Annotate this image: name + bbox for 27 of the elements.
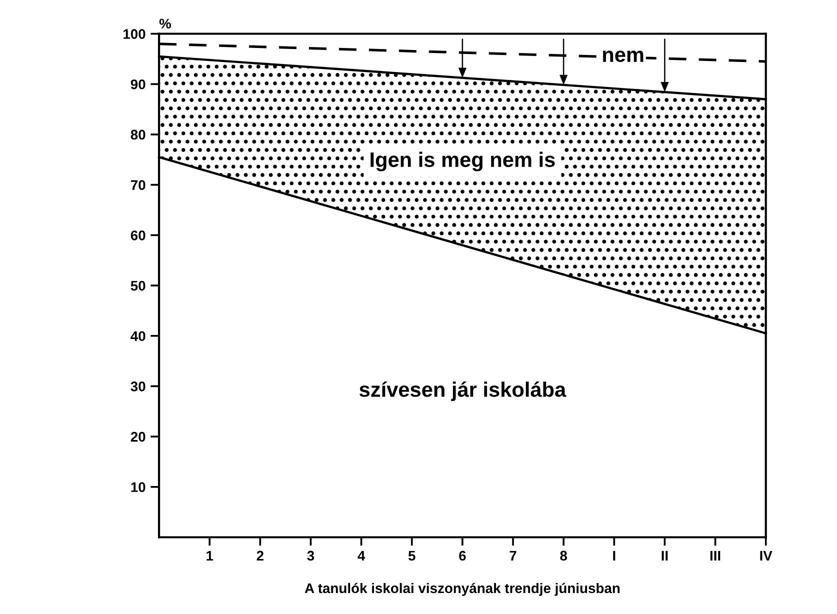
- y-tick-label: 60: [130, 230, 146, 240]
- y-tick-label: 70: [130, 180, 146, 190]
- y-tick-label: 100: [124, 29, 146, 39]
- y-tick-label: 50: [130, 280, 146, 291]
- y-tick-label: 30: [130, 382, 146, 392]
- x-tick-label: I: [613, 550, 616, 561]
- x-tick-label: 3: [307, 550, 314, 561]
- y-tick-label: 40: [130, 331, 146, 342]
- x-tick-label: II: [662, 550, 668, 561]
- series-label: Igen is meg nem is: [370, 152, 555, 172]
- y-tick-label: 80: [130, 130, 146, 140]
- x-axis-title: A tanulók iskolai viszonyának trendje júniusban: [304, 582, 620, 596]
- x-tick-label: 6: [459, 550, 466, 561]
- y-tick-label: 90: [130, 79, 146, 90]
- x-tick-label: IV: [760, 550, 772, 561]
- x-tick-label: 5: [408, 550, 416, 561]
- y-tick-label: 20: [130, 432, 146, 442]
- annotation: nem: [603, 50, 644, 62]
- x-tick-label: 8: [560, 550, 568, 561]
- y-tick-label: 10: [131, 482, 146, 492]
- x-tick-label: III: [710, 550, 720, 561]
- y-axis-title: %: [159, 18, 172, 28]
- series-label: szívesen jár iskolába: [360, 381, 566, 402]
- x-tick-label: 7: [510, 550, 516, 561]
- x-tick-label: 4: [358, 550, 366, 561]
- x-tick-label: 2: [256, 550, 264, 561]
- x-tick-label: 1: [206, 550, 214, 561]
